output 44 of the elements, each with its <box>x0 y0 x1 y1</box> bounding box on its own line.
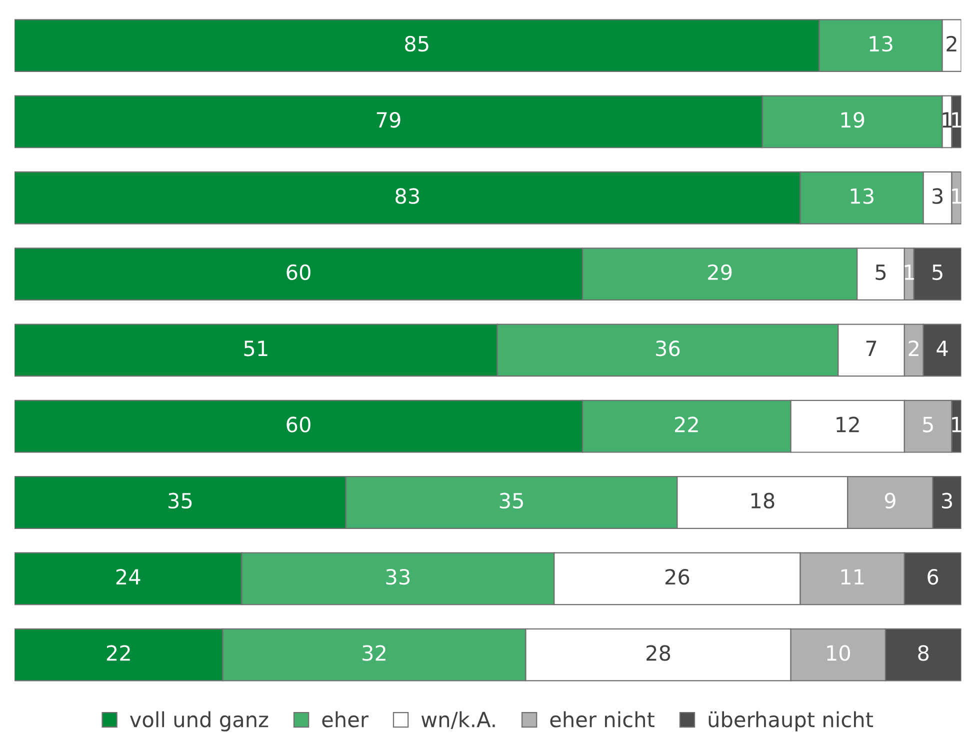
data-label: 26 <box>665 568 690 585</box>
data-label: 35 <box>168 492 192 509</box>
legend-label: wn/k.A. <box>421 711 495 730</box>
data-label: 8 <box>918 645 929 661</box>
data-label: 18 <box>751 492 774 509</box>
data-label: 32 <box>362 645 386 661</box>
data-label: 83 <box>396 188 419 204</box>
data-label: 1 <box>952 416 962 432</box>
data-label: 1 <box>952 112 962 128</box>
data-label: 33 <box>386 568 410 585</box>
data-label: 51 <box>244 340 268 356</box>
data-label: 19 <box>841 112 864 128</box>
data-label: 3 <box>932 188 943 204</box>
data-label: 60 <box>286 264 310 280</box>
legend-label: eher <box>322 711 368 728</box>
data-label: 22 <box>674 416 698 432</box>
data-label: 13 <box>870 36 892 52</box>
data-label: 9 <box>884 492 896 509</box>
data-label: 11 <box>841 569 864 584</box>
data-label: 1 <box>952 188 962 204</box>
data-label: 7 <box>866 340 876 356</box>
data-label: 4 <box>936 340 948 356</box>
data-label: 5 <box>923 416 933 432</box>
data-label: 3 <box>942 492 952 509</box>
data-label: 24 <box>116 568 140 584</box>
data-label: 2 <box>908 340 918 356</box>
data-label: 35 <box>500 492 523 509</box>
data-label: 5 <box>876 264 886 280</box>
data-label: 28 <box>646 645 670 661</box>
data-label: 10 <box>827 645 850 661</box>
data-label: 36 <box>656 340 680 356</box>
data-label: 5 <box>932 264 942 280</box>
data-label: 22 <box>106 645 130 661</box>
data-label: 12 <box>836 416 859 432</box>
data-label: 85 <box>405 36 428 52</box>
legend-label: voll und ganz <box>130 711 268 732</box>
legend-label: überhaupt nicht <box>708 711 873 732</box>
data-label: 6 <box>928 568 938 585</box>
data-label: 60 <box>286 416 310 432</box>
data-label: 79 <box>376 112 400 128</box>
data-label: 13 <box>850 188 874 204</box>
legend-label: eher nicht <box>550 711 654 728</box>
data-label: 29 <box>708 264 732 280</box>
data-label: 2 <box>946 36 956 52</box>
